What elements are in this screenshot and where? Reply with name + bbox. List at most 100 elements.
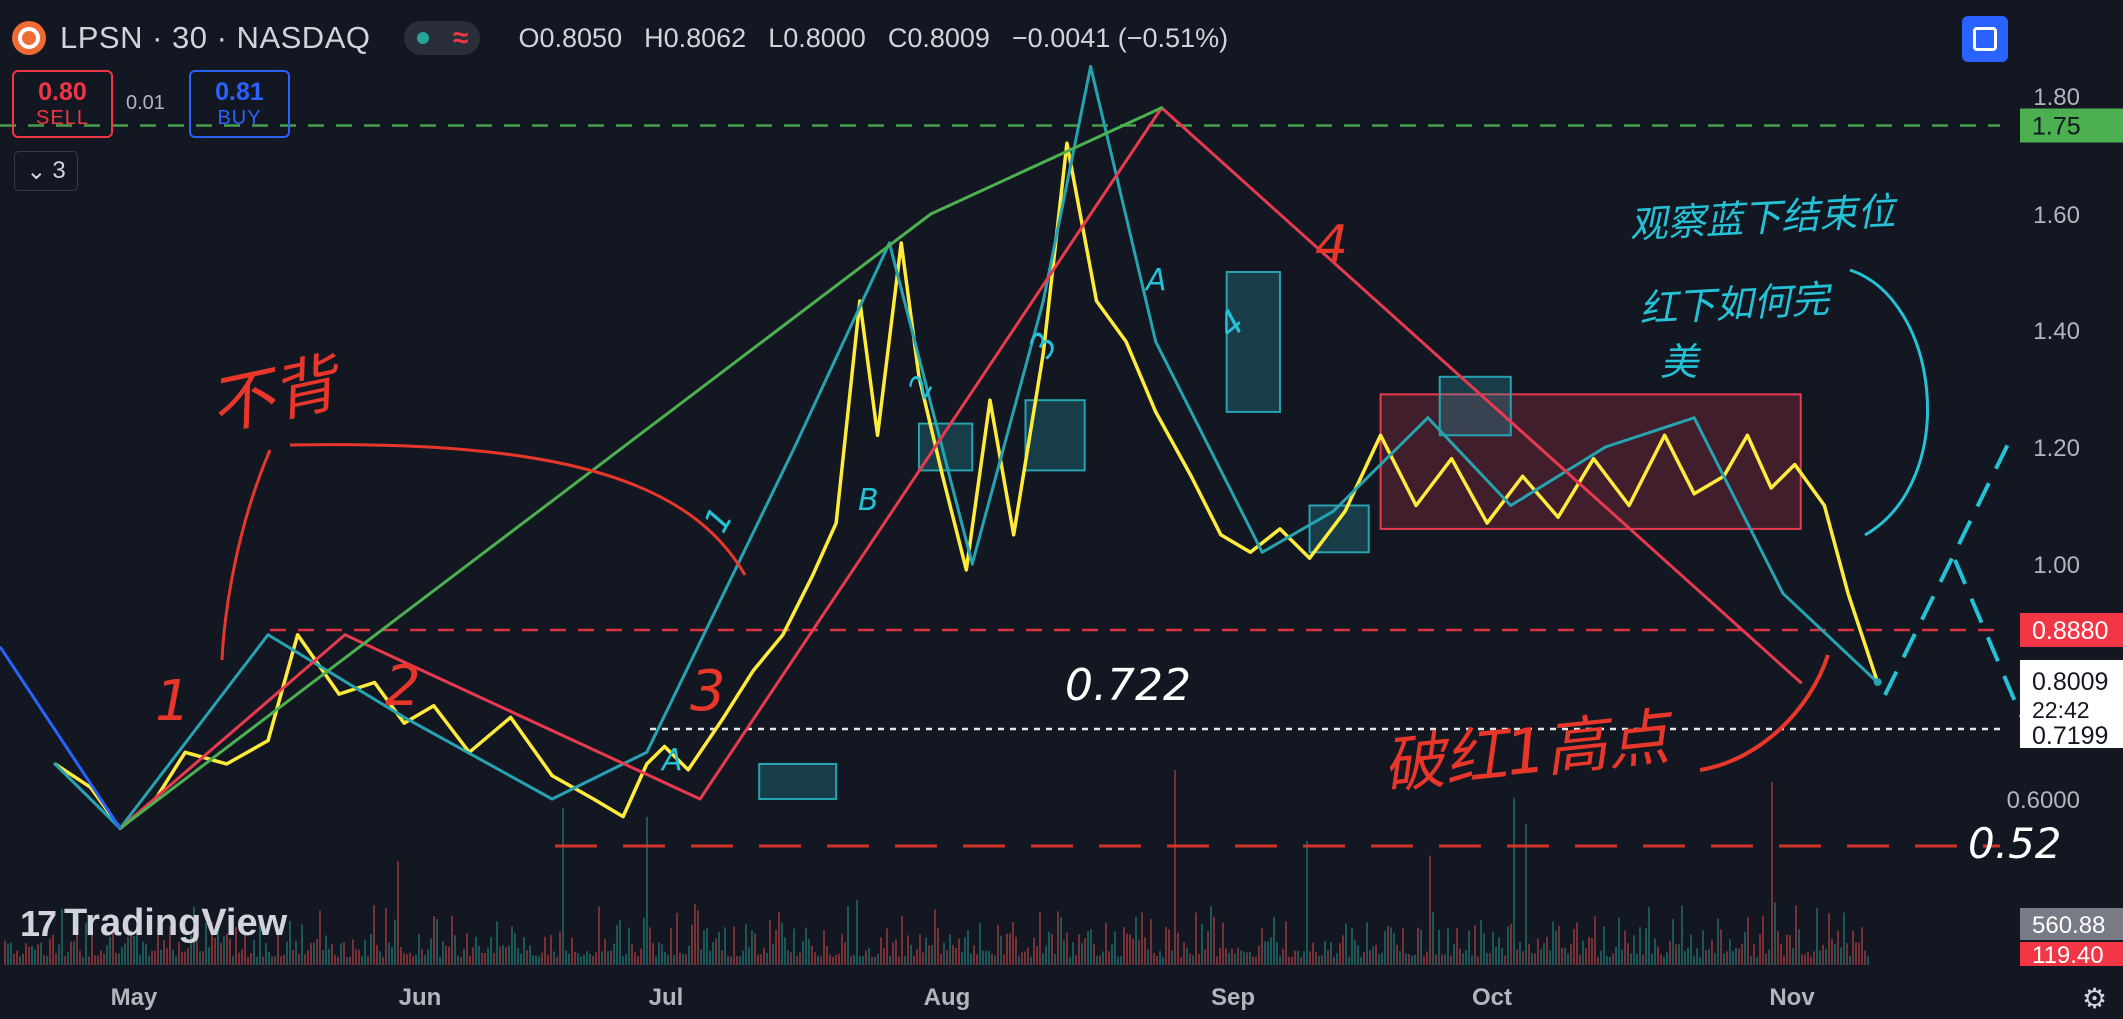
series-point (645, 751, 648, 754)
volume-bar (1612, 954, 1614, 965)
buy-button[interactable]: 0.81 BUY (189, 70, 290, 138)
volume-bar (397, 861, 399, 965)
volume-bar (424, 955, 426, 965)
volume-bar (292, 950, 294, 965)
annot-cyan-line2: 红下如何完 (1638, 277, 1834, 331)
volume-bar (295, 941, 297, 965)
volume-bar (349, 957, 351, 965)
series-point (929, 213, 932, 216)
volume-bar (787, 950, 789, 965)
volume-bar (1507, 927, 1509, 965)
volume-bar (994, 955, 996, 965)
volume-bar (508, 946, 510, 965)
volume-bar (577, 953, 579, 965)
volume-bar (1849, 956, 1851, 965)
volume-bar (1252, 957, 1254, 965)
volume-bar (220, 943, 222, 965)
volume-bar (1009, 934, 1011, 965)
market-status-pill[interactable]: ≈ (404, 21, 480, 55)
volume-bar (1504, 955, 1506, 965)
volume-bar (949, 934, 951, 965)
volume-bar (538, 956, 540, 965)
volume-bar (1333, 957, 1335, 965)
volume-bar (865, 951, 867, 965)
volume-bar (571, 938, 573, 965)
volume-bar (727, 956, 729, 965)
volume-bar (1825, 949, 1827, 965)
volume-bar (1684, 951, 1686, 965)
volume-bar (889, 956, 891, 965)
volume-bar (1321, 955, 1323, 965)
volume-bar (739, 956, 741, 965)
volume-bar (1642, 955, 1644, 965)
series-point (1521, 475, 1524, 478)
volume-bar (862, 956, 864, 965)
volume-bar (1045, 946, 1047, 965)
volume-bar (412, 956, 414, 965)
volume-bar (1477, 956, 1479, 965)
volume-bar (22, 954, 24, 965)
volume-bar (952, 945, 954, 965)
volume-bar (1057, 911, 1059, 965)
volume-bar (721, 950, 723, 965)
volume-bar (1603, 926, 1605, 965)
volume-bar (463, 949, 465, 965)
symbol-logo-icon[interactable] (12, 21, 46, 55)
volume-bar (1084, 938, 1086, 965)
volume-bar (409, 953, 411, 965)
settings-gear-icon[interactable]: ⚙ (2082, 982, 2107, 1015)
volume-bar (46, 956, 48, 965)
volume-bar (301, 925, 303, 965)
volume-bar (1666, 952, 1668, 965)
series-point (403, 722, 406, 725)
collapse-indicators-button[interactable]: ⌄ 3 (14, 151, 78, 191)
y-tick-label: 1.20 (2033, 435, 2080, 462)
volume-bar (1129, 934, 1131, 965)
volume-bar (625, 954, 627, 965)
volume-bar (1090, 929, 1092, 965)
indicator-wave-icon: ≈ (453, 22, 468, 54)
volume-bar (1294, 950, 1296, 965)
volume-bar (1060, 917, 1062, 965)
fullscreen-button[interactable] (1962, 16, 2008, 62)
series-point (1154, 340, 1157, 343)
series-point (1089, 65, 1092, 68)
volume-bar (1837, 930, 1839, 965)
volume-bar (79, 951, 81, 965)
volume-bar (433, 916, 435, 965)
tradingview-logo[interactable]: 17 TradingView (20, 902, 287, 945)
symbol-title[interactable]: LPSN · 30 · NASDAQ (60, 20, 370, 56)
volume-bar (658, 942, 660, 965)
volume-bar (1519, 942, 1521, 965)
volume-bar (448, 947, 450, 965)
volume-bar (1495, 947, 1497, 965)
volume-bar (475, 937, 477, 965)
x-tick-label: Jun (399, 984, 442, 1011)
volume-bar (343, 942, 345, 965)
volume-bar (622, 956, 624, 965)
volume-bar (601, 951, 603, 965)
volume-bar (178, 942, 180, 965)
volume-bar (97, 956, 99, 965)
annot-wave-4: 4 (1315, 215, 1348, 275)
series-point (1847, 592, 1850, 595)
series-point (1160, 106, 1163, 109)
annot-cyan-a: A (1144, 263, 1167, 298)
volume-bar (1549, 950, 1551, 965)
volume-bar (604, 939, 606, 965)
volume-bar (1489, 953, 1491, 965)
volume-bar (1651, 954, 1653, 965)
volume-bar (1108, 951, 1110, 965)
annot-curve-bubei (290, 445, 745, 575)
x-tick-label: Oct (1472, 984, 1512, 1011)
volume-bar (1075, 955, 1077, 965)
volume-bar (1324, 941, 1326, 965)
volume-bar (1081, 943, 1083, 965)
sell-button[interactable]: 0.80 SELL (12, 70, 113, 138)
volume-bar (1768, 949, 1770, 965)
volume-bar (1180, 957, 1182, 965)
volume-bar (976, 954, 978, 965)
series-point (1249, 551, 1252, 554)
volume-bar (358, 950, 360, 965)
